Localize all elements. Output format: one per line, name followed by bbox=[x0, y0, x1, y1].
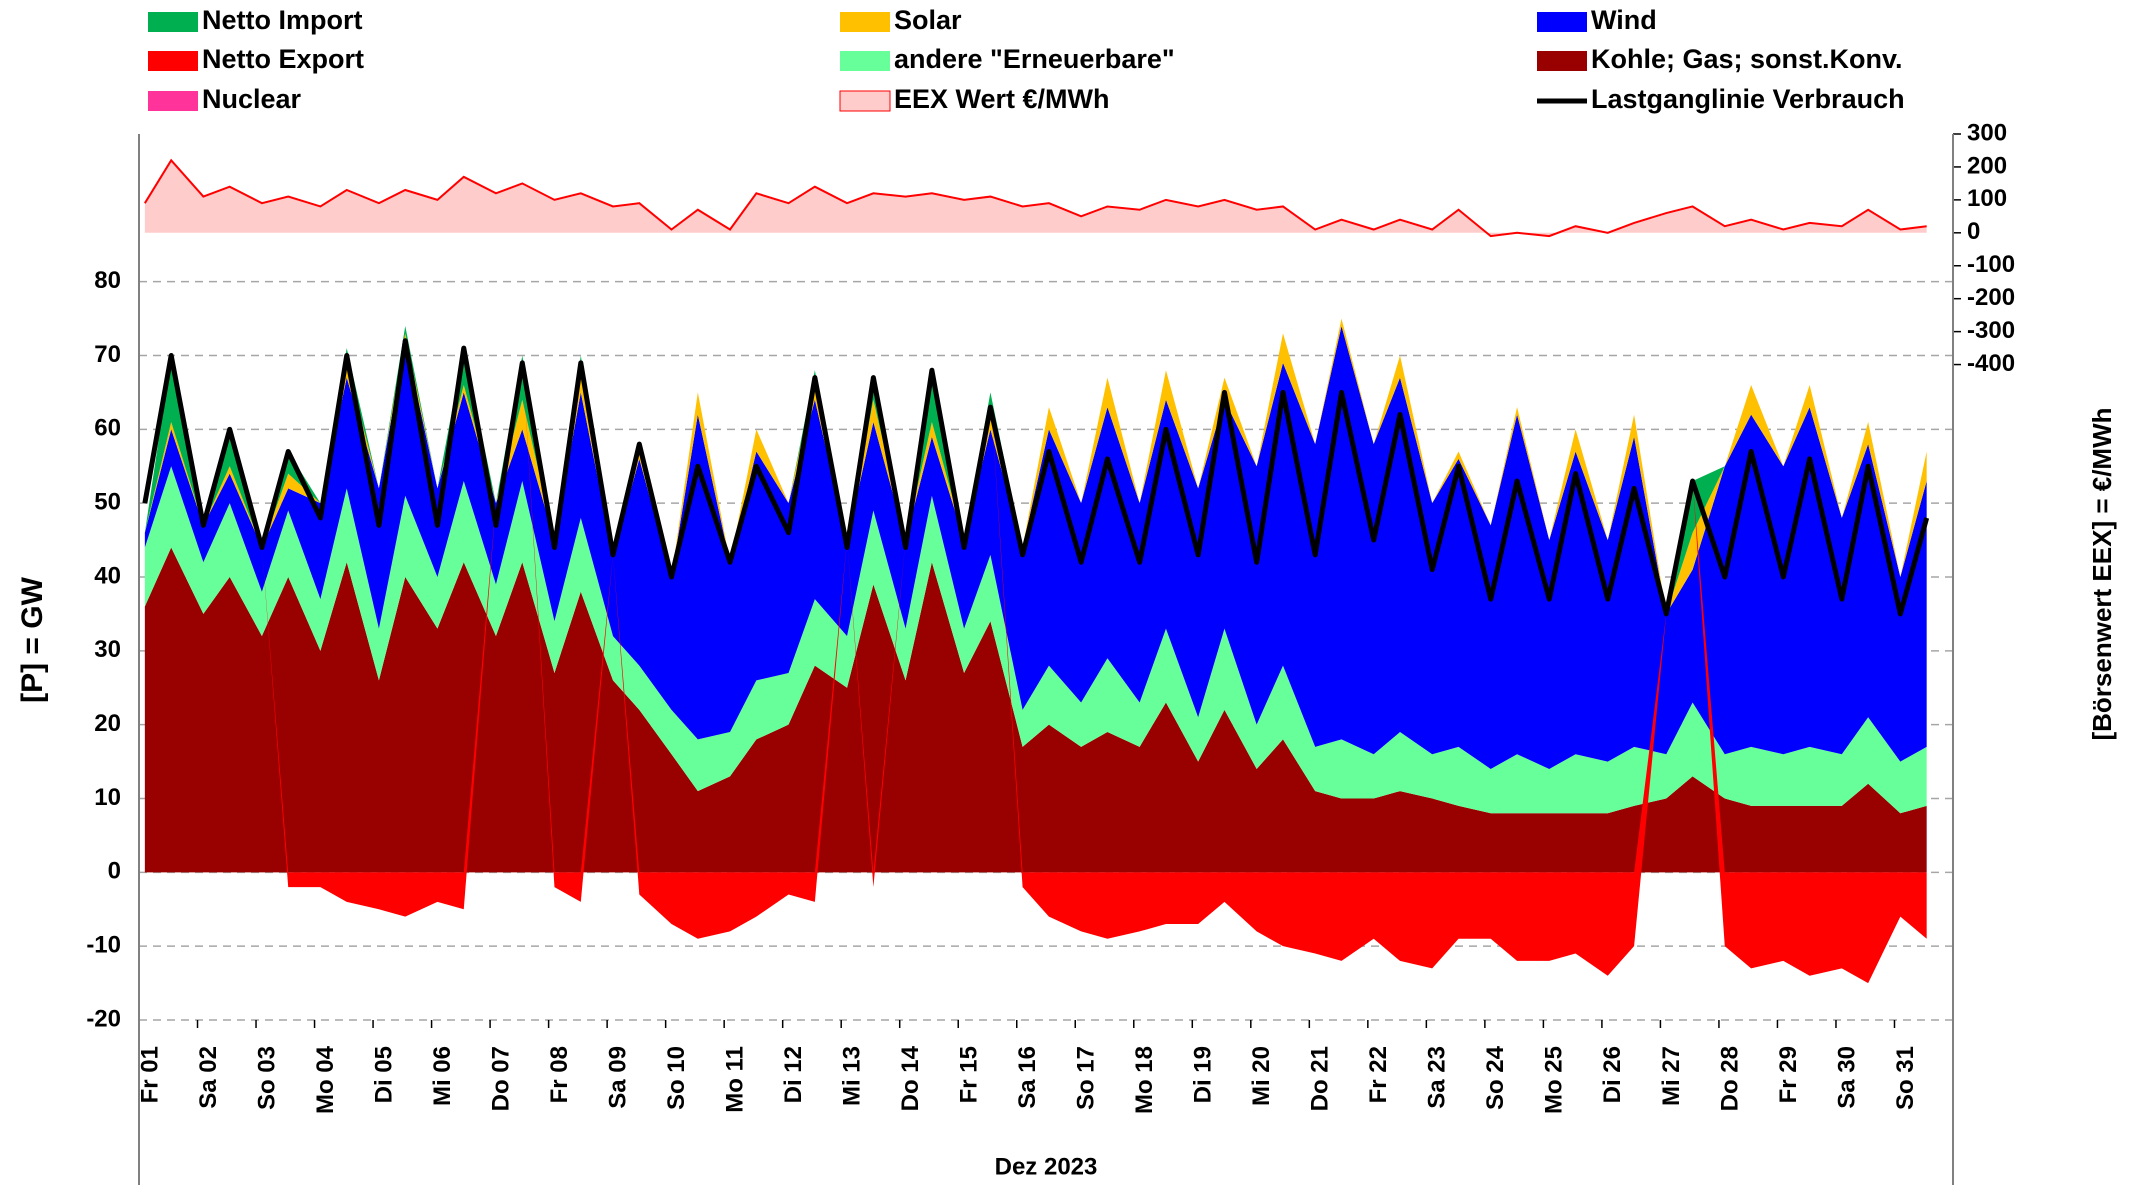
y-tick-label: 50 bbox=[94, 489, 121, 516]
x-tick-label: Fr 01 bbox=[136, 1046, 163, 1103]
x-tick-label: Di 12 bbox=[780, 1046, 807, 1103]
legend-swatch bbox=[840, 12, 890, 32]
y-tick-label: 70 bbox=[94, 341, 121, 368]
x-tick-label: Mo 11 bbox=[722, 1046, 749, 1113]
y-tick-label: 80 bbox=[94, 267, 121, 294]
x-tick-label: Mi 20 bbox=[1248, 1046, 1275, 1106]
stacked-area bbox=[144, 318, 1927, 614]
price-area bbox=[144, 160, 1927, 237]
x-tick-label: Mo 25 bbox=[1541, 1046, 1568, 1114]
stacked-area bbox=[144, 355, 1927, 984]
y2-tick-label: -200 bbox=[1967, 284, 2015, 311]
x-tick-label: Di 26 bbox=[1599, 1046, 1626, 1103]
legend-swatch bbox=[839, 90, 891, 112]
x-tick-label: Do 14 bbox=[897, 1045, 924, 1111]
legend-swatch bbox=[1537, 51, 1587, 71]
x-tick-label: Fr 22 bbox=[1365, 1046, 1392, 1103]
y-tick-label: -10 bbox=[86, 932, 121, 959]
legend-label: Netto Export bbox=[202, 44, 364, 74]
legend-label: Lastganglinie Verbrauch bbox=[1591, 84, 1905, 114]
y2-axis-title: [Börsenwert EEX] = €/MWh bbox=[2087, 408, 2117, 741]
y-tick-label: 0 bbox=[108, 858, 121, 885]
legend-label: EEX Wert €/MWh bbox=[894, 84, 1110, 114]
x-tick-label: Mo 04 bbox=[312, 1045, 339, 1114]
stacked-area bbox=[144, 466, 1927, 814]
x-tick-label: Mi 13 bbox=[839, 1046, 866, 1106]
legend-swatch bbox=[1537, 12, 1587, 32]
y-axis-title: [P] = GW bbox=[16, 576, 49, 703]
legend-label: Wind bbox=[1591, 5, 1657, 35]
x-tick-label: Fr 29 bbox=[1775, 1046, 1802, 1103]
x-tick-label: Mi 06 bbox=[429, 1046, 456, 1106]
y2-tick-label: 0 bbox=[1967, 218, 1980, 245]
legend-swatch bbox=[148, 91, 198, 111]
x-tick-label: Fr 15 bbox=[956, 1046, 983, 1103]
x-tick-label: Sa 02 bbox=[195, 1046, 222, 1109]
y-tick-label: 40 bbox=[94, 562, 121, 589]
y2-tick-label: -400 bbox=[1967, 350, 2015, 377]
legend-label: andere "Erneuerbare" bbox=[894, 44, 1175, 74]
legend-label: Kohle; Gas; sonst.Konv. bbox=[1591, 44, 1903, 74]
y2-tick-label: 100 bbox=[1967, 185, 2007, 212]
legend-swatch bbox=[148, 51, 198, 71]
price-line bbox=[144, 158, 1927, 238]
y2-tick-label: 300 bbox=[1967, 119, 2007, 146]
legend-swatch bbox=[840, 51, 890, 71]
x-tick-label: Do 21 bbox=[1307, 1046, 1334, 1111]
x-tick-label: Mi 27 bbox=[1658, 1046, 1685, 1106]
x-tick-label: Sa 16 bbox=[1014, 1046, 1041, 1109]
x-tick-label: Do 07 bbox=[487, 1046, 514, 1111]
x-tick-label: Di 05 bbox=[370, 1046, 397, 1103]
x-tick-label: So 24 bbox=[1482, 1045, 1509, 1110]
x-tick-label: So 10 bbox=[663, 1046, 690, 1110]
stacked-area bbox=[144, 325, 1927, 769]
legend-label: Nuclear bbox=[202, 84, 302, 114]
y2-tick-label: -300 bbox=[1967, 317, 2015, 344]
x-tick-label: Sa 30 bbox=[1833, 1046, 1860, 1109]
legend-swatch bbox=[148, 12, 198, 32]
x-tick-label: So 31 bbox=[1892, 1046, 1919, 1110]
y2-tick-label: -100 bbox=[1967, 251, 2015, 278]
x-tick-label: So 03 bbox=[253, 1046, 280, 1110]
legend-label: Solar bbox=[894, 5, 962, 35]
x-tick-label: Fr 08 bbox=[546, 1046, 573, 1103]
y-tick-label: -20 bbox=[86, 1005, 121, 1032]
x-tick-label: Sa 23 bbox=[1424, 1046, 1451, 1109]
load-line bbox=[142, 338, 1930, 617]
x-axis-title: Dez 2023 bbox=[995, 1153, 1098, 1180]
x-tick-label: Di 19 bbox=[1190, 1046, 1217, 1103]
x-tick-label: So 17 bbox=[1073, 1046, 1100, 1110]
y-tick-label: 30 bbox=[94, 636, 121, 663]
y-tick-label: 60 bbox=[94, 415, 121, 442]
x-tick-label: Sa 09 bbox=[604, 1046, 631, 1109]
y-tick-label: 20 bbox=[94, 710, 121, 737]
legend-label: Netto Import bbox=[202, 5, 362, 35]
x-tick-label: Do 28 bbox=[1716, 1046, 1743, 1111]
y-tick-label: 10 bbox=[94, 784, 121, 811]
y2-tick-label: 200 bbox=[1967, 152, 2007, 179]
x-tick-label: Mo 18 bbox=[1131, 1046, 1158, 1114]
